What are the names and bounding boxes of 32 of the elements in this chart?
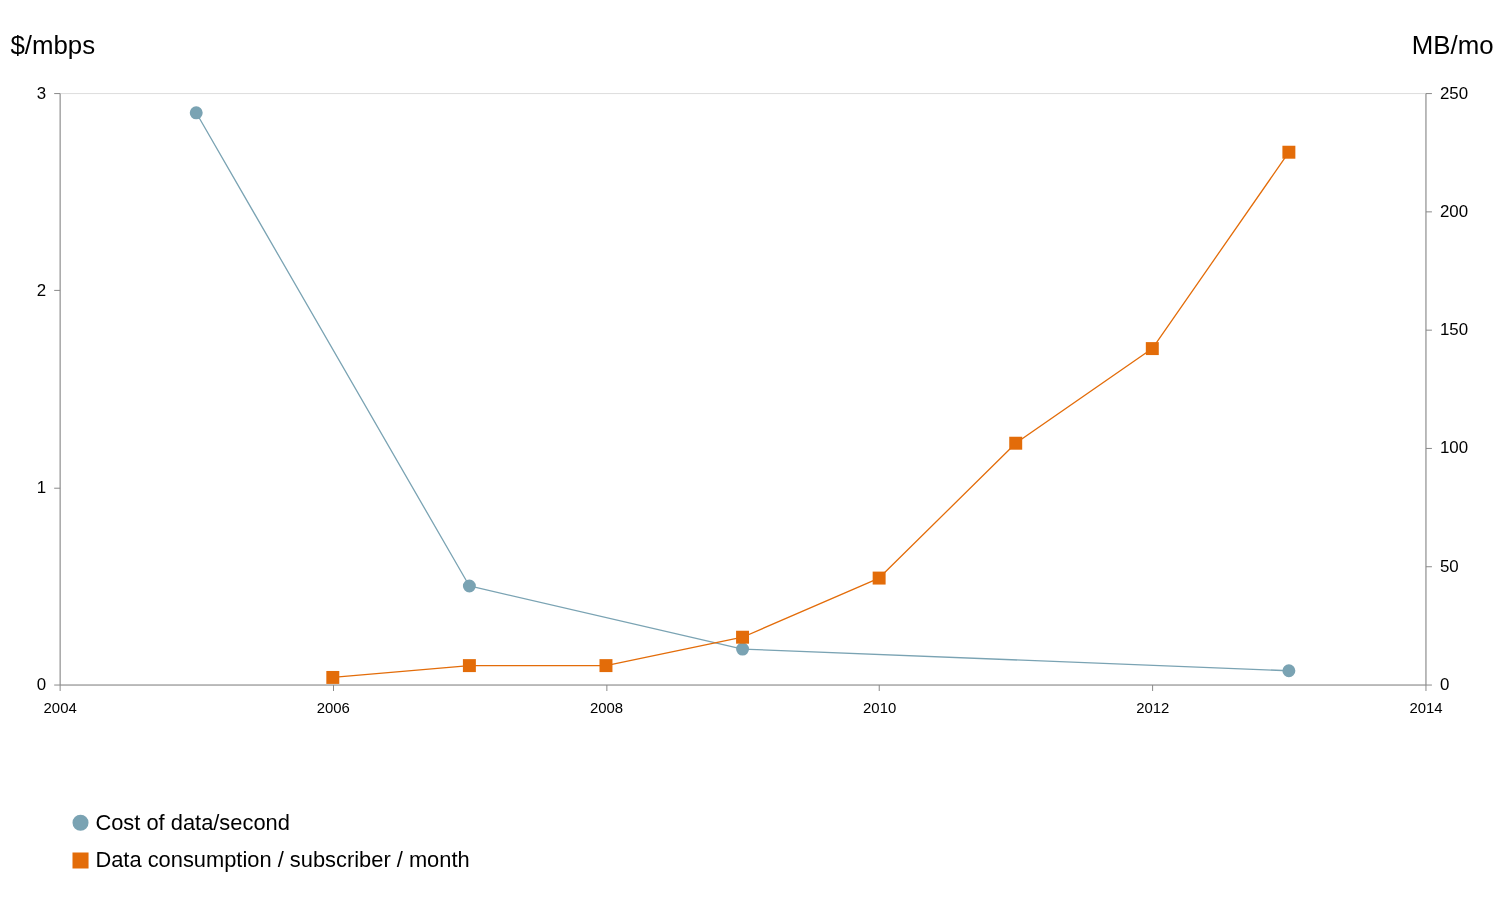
y2-tick-label: 100: [1439, 438, 1469, 458]
point: [736, 642, 750, 656]
point: [736, 630, 750, 644]
y2-tick-label: 250: [1439, 83, 1469, 103]
x-tick-label: 2010: [863, 699, 897, 716]
point: [326, 670, 340, 684]
legend-label: Cost of data/second: [95, 809, 290, 835]
point: [462, 659, 476, 673]
y2-tick-label: 200: [1439, 201, 1469, 221]
y-tick-label: 3: [36, 83, 47, 103]
y2-axis-title: MB/mo: [1411, 30, 1494, 59]
x-tick-label: 2008: [589, 699, 624, 716]
x-tick-label: 2012: [1136, 699, 1170, 716]
point: [872, 571, 886, 585]
x-tick-label: 2014: [1409, 699, 1443, 716]
y-tick-label: 0: [36, 675, 47, 694]
point: [462, 579, 476, 593]
point: [1009, 436, 1023, 450]
y-tick-label: 1: [36, 477, 47, 497]
point: [189, 106, 203, 120]
y2-tick-label: 150: [1439, 320, 1469, 340]
y2-tick-label: 0: [1439, 675, 1450, 694]
point: [1145, 342, 1159, 356]
x-tick-label: 2006: [316, 699, 350, 716]
point: [1282, 664, 1296, 678]
y-axis-title: $/mbps: [10, 30, 96, 59]
y2-tick-label: 50: [1439, 556, 1459, 576]
x-tick-label: 2004: [43, 699, 77, 716]
legend-label: Data consumption / subscriber / month: [95, 847, 470, 873]
point: [599, 659, 613, 673]
point: [1282, 145, 1296, 159]
y-tick-label: 2: [36, 280, 47, 300]
